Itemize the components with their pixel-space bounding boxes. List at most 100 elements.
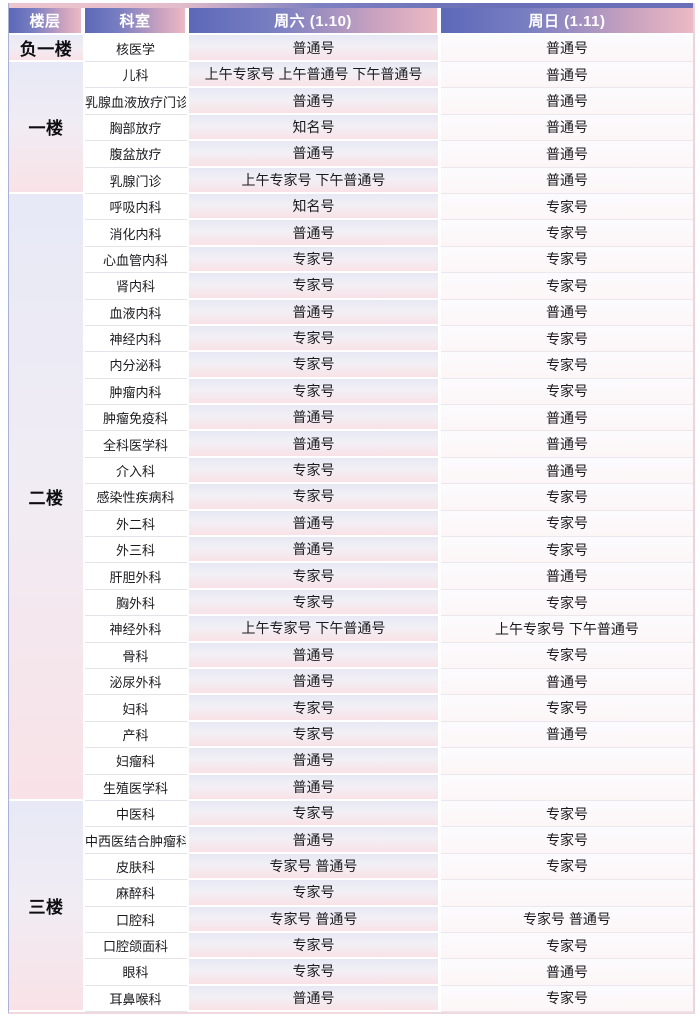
sunday-cell: 普通号 xyxy=(441,114,693,142)
table-row: 口腔科 专家号 普通号 专家号 普通号 xyxy=(9,906,693,933)
saturday-cell: 普通号 xyxy=(189,642,441,669)
column-header-saturday: 周六 (1.10) xyxy=(189,8,441,35)
table-row: 三楼 中医科 专家号 专家号 xyxy=(9,800,693,1013)
sunday-cell: 专家号 xyxy=(441,827,693,854)
department-cell: 外二科 xyxy=(85,510,189,538)
table-row: 负一楼 核医学 普通号 普通号 xyxy=(9,35,693,62)
sunday-cell: 专家号 xyxy=(441,642,693,669)
saturday-cell: 普通号 xyxy=(189,431,441,458)
table-row: 肝胆外科 专家号 普通号 xyxy=(9,563,693,590)
department-cell: 外三科 xyxy=(85,537,189,564)
sunday-cell: 普通号 xyxy=(441,141,693,168)
table-row: 神经外科 上午专家号 下午普通号 上午专家号 下午普通号 xyxy=(9,616,693,643)
column-header-department: 科室 xyxy=(85,8,189,35)
department-cell: 口腔科 xyxy=(85,906,189,933)
top-accent-bar xyxy=(9,3,693,8)
saturday-cell: 专家号 xyxy=(189,484,441,511)
department-cell: 皮肤科 xyxy=(85,853,189,881)
table-row: 腹盆放疗 普通号 普通号 xyxy=(9,141,693,168)
saturday-cell: 普通号 xyxy=(189,510,441,538)
department-cell: 介入科 xyxy=(85,457,189,485)
sunday-cell: 专家号 xyxy=(441,484,693,511)
saturday-cell: 知名号 xyxy=(189,193,441,221)
table-row: 乳腺血液放疗门诊 普通号 普通号 xyxy=(9,88,693,115)
table-row: 肿瘤免疫科 普通号 普通号 xyxy=(9,405,693,432)
sunday-cell: 普通号 xyxy=(441,457,693,485)
table-header: 楼层 科室 周六 (1.10) 周日 (1.11) xyxy=(9,8,693,35)
saturday-cell: 普通号 xyxy=(189,827,441,854)
table-row: 介入科 专家号 普通号 xyxy=(9,457,693,485)
department-cell: 神经内科 xyxy=(85,325,189,353)
department-cell: 耳鼻喉科 xyxy=(85,985,189,1013)
saturday-cell: 专家号 普通号 xyxy=(189,906,441,933)
saturday-cell: 专家号 xyxy=(189,273,441,300)
saturday-cell: 专家号 xyxy=(189,352,441,379)
table-row: 外三科 普通号 专家号 xyxy=(9,537,693,564)
schedule-table-container: 楼层 科室 周六 (1.10) 周日 (1.11) 负一楼 核医学 普通号 普通号 一楼… xyxy=(8,3,695,1015)
saturday-cell: 上午专家号 下午普通号 xyxy=(189,616,441,643)
sunday-cell: 专家号 xyxy=(441,695,693,722)
table-row: 皮肤科 专家号 普通号 专家号 xyxy=(9,853,693,881)
saturday-cell: 知名号 xyxy=(189,114,441,142)
department-cell: 中医科 xyxy=(85,800,189,828)
sunday-cell: 普通号 xyxy=(441,668,693,696)
table-row: 妇瘤科 普通号 xyxy=(9,748,693,775)
table-row: 口腔颌面科 专家号 专家号 xyxy=(9,932,693,960)
saturday-cell: 专家号 xyxy=(189,457,441,485)
department-cell: 妇瘤科 xyxy=(85,748,189,775)
department-cell: 妇科 xyxy=(85,695,189,722)
saturday-cell: 普通号 xyxy=(189,985,441,1013)
table-row: 生殖医学科 普通号 xyxy=(9,774,693,801)
table-row: 乳腺门诊 上午专家号 下午普通号 普通号 xyxy=(9,167,693,194)
table-row: 外二科 普通号 专家号 xyxy=(9,510,693,538)
saturday-cell: 上午专家号 下午普通号 xyxy=(189,167,441,194)
saturday-cell: 专家号 普通号 xyxy=(189,853,441,881)
department-cell: 口腔颌面科 xyxy=(85,932,189,960)
table-row: 泌尿外科 普通号 普通号 xyxy=(9,668,693,696)
sunday-cell: 普通号 xyxy=(441,88,693,115)
sunday-cell: 专家号 xyxy=(441,273,693,300)
sunday-cell xyxy=(441,774,693,801)
sunday-cell: 上午专家号 下午普通号 xyxy=(441,616,693,643)
schedule-table: 楼层 科室 周六 (1.10) 周日 (1.11) 负一楼 核医学 普通号 普通号 一楼… xyxy=(9,8,693,1013)
sunday-cell: 普通号 xyxy=(441,563,693,590)
department-cell: 心血管内科 xyxy=(85,246,189,274)
department-cell: 乳腺门诊 xyxy=(85,167,189,194)
department-cell: 泌尿外科 xyxy=(85,668,189,696)
saturday-cell: 专家号 xyxy=(189,378,441,406)
department-cell: 腹盆放疗 xyxy=(85,141,189,168)
saturday-cell: 普通号 xyxy=(189,774,441,801)
department-cell: 核医学 xyxy=(85,35,189,62)
saturday-cell: 上午专家号 上午普通号 下午普通号 xyxy=(189,62,441,89)
department-cell: 眼科 xyxy=(85,959,189,986)
floor-group-label: 一楼 xyxy=(9,62,85,194)
sunday-cell: 专家号 xyxy=(441,800,693,828)
department-cell: 生殖医学科 xyxy=(85,774,189,801)
department-cell: 血液内科 xyxy=(85,299,189,326)
table-row: 骨科 普通号 专家号 xyxy=(9,642,693,669)
saturday-cell: 专家号 xyxy=(189,695,441,722)
department-cell: 胸外科 xyxy=(85,589,189,617)
sunday-cell xyxy=(441,880,693,907)
table-row: 神经内科 专家号 专家号 xyxy=(9,325,693,353)
table-row: 血液内科 普通号 普通号 xyxy=(9,299,693,326)
department-cell: 全科医学科 xyxy=(85,431,189,458)
table-row: 肾内科 专家号 专家号 xyxy=(9,273,693,300)
sunday-cell: 普通号 xyxy=(441,431,693,458)
department-cell: 乳腺血液放疗门诊 xyxy=(85,88,189,115)
sunday-cell: 专家号 xyxy=(441,985,693,1013)
table-row: 产科 专家号 普通号 xyxy=(9,721,693,749)
table-row: 耳鼻喉科 普通号 专家号 xyxy=(9,985,693,1013)
saturday-cell: 专家号 xyxy=(189,880,441,907)
saturday-cell: 专家号 xyxy=(189,589,441,617)
sunday-cell: 专家号 xyxy=(441,378,693,406)
department-cell: 肿瘤免疫科 xyxy=(85,405,189,432)
column-header-sunday: 周日 (1.11) xyxy=(441,8,693,35)
table-row: 内分泌科 专家号 专家号 xyxy=(9,352,693,379)
floor-group-label: 三楼 xyxy=(9,800,85,1013)
department-cell: 儿科 xyxy=(85,62,189,89)
sunday-cell: 专家号 xyxy=(441,325,693,353)
department-cell: 感染性疾病科 xyxy=(85,484,189,511)
department-cell: 肿瘤内科 xyxy=(85,378,189,406)
sunday-cell: 专家号 xyxy=(441,589,693,617)
